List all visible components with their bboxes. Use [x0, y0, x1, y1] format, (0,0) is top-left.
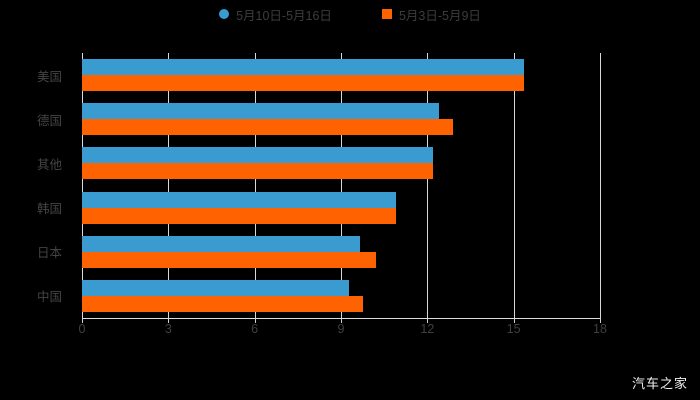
bar[interactable] — [82, 279, 350, 296]
x-axis-labels: 0 3 6 9 12 15 18 — [78, 318, 607, 342]
legend-entry[interactable]: 5月3日-5月9日 — [381, 5, 481, 24]
bar[interactable] — [82, 103, 439, 120]
y-axis-tick-label: 其他 — [36, 157, 62, 172]
gridline — [513, 53, 515, 318]
y-axis-tick-label: 德国 — [36, 113, 62, 128]
bar[interactable] — [82, 191, 396, 208]
y-axis-labels: 美国德国其他韩国日本中国 — [0, 53, 72, 318]
legend-label: 5月3日-5月9日 — [398, 8, 481, 23]
bar[interactable] — [82, 207, 396, 224]
bar-group — [82, 97, 600, 141]
gridline — [427, 53, 429, 318]
bar-group — [82, 230, 600, 274]
x-axis-tick-mark — [168, 318, 170, 323]
x-axis-tick-label: 15 — [506, 322, 521, 336]
x-axis-tick-label: 3 — [164, 322, 172, 336]
y-axis-tick-label: 日本 — [36, 246, 62, 261]
x-axis-tick-mark — [254, 318, 256, 323]
bar[interactable] — [82, 147, 434, 164]
y-axis-tick-label: 中国 — [36, 290, 62, 305]
x-axis-tick-label: 0 — [78, 322, 86, 336]
x-axis-tick-label: 9 — [337, 322, 345, 336]
x-axis-tick-mark — [82, 318, 83, 323]
y-axis-tick-label: 韩国 — [36, 202, 62, 217]
circle-marker-icon — [219, 9, 230, 19]
x-axis-tick-label: 6 — [251, 322, 259, 336]
gridline — [341, 53, 342, 318]
gridline — [600, 53, 601, 318]
x-axis-tick-mark — [600, 318, 601, 323]
x-axis-tick-mark — [427, 318, 429, 323]
bar[interactable] — [82, 75, 524, 92]
x-axis-tick-label: 12 — [420, 322, 435, 336]
watermark: 汽车之家 — [631, 376, 688, 391]
y-axis-tick-label: 美国 — [36, 69, 62, 84]
bar[interactable] — [82, 251, 376, 268]
gridline — [254, 53, 256, 318]
chart-legend: 5月10日-5月16日 5月3日-5月9日 — [0, 0, 700, 28]
bar-group — [82, 141, 600, 185]
x-axis-tick-label: 18 — [593, 322, 607, 336]
bar-group — [82, 53, 600, 97]
x-axis-tick-mark — [341, 318, 342, 323]
bar[interactable] — [82, 119, 454, 136]
bar[interactable] — [82, 163, 434, 180]
x-axis-tick-mark — [513, 318, 515, 323]
plot-area — [82, 53, 601, 318]
y-axis-line — [82, 53, 83, 318]
bar[interactable] — [82, 295, 363, 312]
bar[interactable] — [82, 59, 524, 76]
gridline — [168, 53, 170, 318]
legend-entry[interactable]: 5月10日-5月16日 — [219, 5, 332, 24]
bar-group — [82, 186, 600, 230]
x-axis-line — [82, 318, 600, 319]
bar[interactable] — [82, 235, 360, 252]
legend-label: 5月10日-5月16日 — [236, 8, 332, 23]
bar-group — [82, 274, 600, 318]
square-marker-icon — [381, 9, 392, 19]
